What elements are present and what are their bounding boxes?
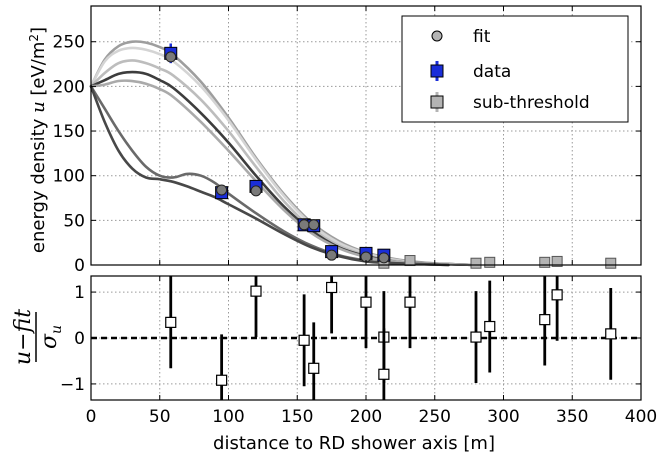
legend-subthreshold-marker	[430, 95, 444, 109]
fit-point	[298, 219, 310, 231]
subthreshold-point	[404, 255, 416, 267]
fit-point	[378, 252, 390, 264]
top-y-tick-label: 150	[53, 122, 85, 142]
residual-point	[605, 328, 617, 340]
residual-point	[404, 296, 416, 308]
residual-point	[165, 316, 177, 328]
residual-point	[378, 368, 390, 380]
bottom-y-tick-label: 1	[74, 283, 85, 303]
legend: fit data sub-threshold	[401, 15, 629, 123]
top-y-axis-label: energy density u [eV/m2]	[27, 27, 49, 253]
residual-point	[551, 289, 563, 301]
x-tick-label: 100	[212, 407, 244, 427]
fit-point	[308, 219, 320, 231]
x-tick-label: 50	[149, 407, 171, 427]
top-data-marks	[164, 43, 617, 269]
subthreshold-point	[551, 255, 563, 267]
residual-point	[360, 296, 372, 308]
residual-point	[484, 320, 496, 333]
x-tick-label: 300	[487, 407, 519, 427]
x-tick-label: 350	[556, 407, 588, 427]
legend-fit-marker	[431, 30, 443, 42]
subthreshold-point	[484, 256, 496, 268]
residual-point	[539, 314, 551, 326]
legend-fit-label: fit	[473, 27, 491, 47]
subthreshold-point	[470, 257, 482, 269]
residual-label-denominator: σu	[37, 325, 65, 349]
legend-subthreshold-label: sub-threshold	[473, 93, 590, 113]
top-y-tick-label: 50	[63, 211, 85, 231]
residual-label-numerator: u−fit	[11, 309, 36, 365]
x-tick-label: 0	[86, 407, 97, 427]
residual-point	[470, 331, 482, 343]
fit-point	[250, 185, 262, 197]
top-y-tick-label: 100	[53, 167, 85, 187]
residual-point	[216, 374, 228, 386]
fit-point	[216, 184, 228, 196]
top-y-tick-label: 0	[74, 256, 85, 276]
legend-data-marker	[430, 64, 444, 78]
residual-point	[298, 334, 310, 346]
residual-point	[326, 281, 338, 294]
bottom-y-axis-label: u−fit σu	[11, 309, 65, 365]
subthreshold-point	[539, 256, 551, 268]
x-tick-label: 200	[350, 407, 382, 427]
x-axis-label: distance to RD shower axis [m]	[213, 433, 495, 454]
fit-curve-5	[89, 79, 478, 267]
top-y-tick-label: 200	[53, 77, 85, 97]
x-tick-label: 400	[625, 407, 657, 427]
subthreshold-point	[605, 257, 617, 269]
residual-point	[250, 285, 262, 297]
fit-point	[326, 249, 338, 261]
x-tick-label: 150	[281, 407, 313, 427]
bottom-y-tick-label: 0	[74, 329, 85, 349]
fit-point	[165, 51, 177, 63]
x-tick-label: 250	[419, 407, 451, 427]
bottom-residual-marks	[165, 276, 617, 400]
bottom-y-tick-label: −1	[60, 375, 85, 395]
top-y-tick-label: 250	[53, 33, 85, 53]
residual-point	[308, 362, 320, 374]
legend-data-label: data	[473, 62, 511, 82]
